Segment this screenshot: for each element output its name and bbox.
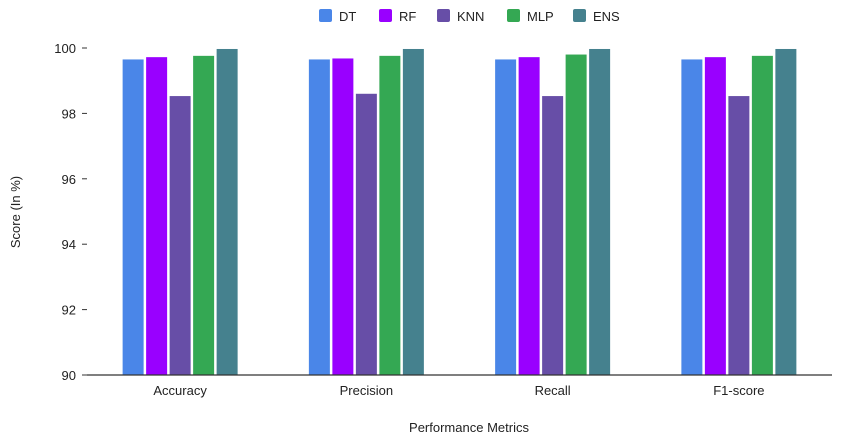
bar-knn-accuracy xyxy=(169,96,191,375)
bar-mlp-recall xyxy=(565,54,587,375)
bar-ens-f1-score xyxy=(775,48,797,376)
legend-swatch-mlp xyxy=(507,9,520,22)
legend-label-dt: DT xyxy=(339,9,356,24)
x-tick-label: Recall xyxy=(535,383,571,398)
bar-dt-precision xyxy=(308,59,330,375)
bar-knn-recall xyxy=(542,96,564,375)
bar-ens-recall xyxy=(589,48,611,376)
x-tick-label: Accuracy xyxy=(153,383,207,398)
legend-label-knn: KNN xyxy=(457,9,484,24)
bar-rf-recall xyxy=(518,57,540,375)
legend-swatch-dt xyxy=(319,9,332,22)
x-tick-label: F1-score xyxy=(713,383,764,398)
bars xyxy=(122,48,797,376)
bar-rf-accuracy xyxy=(146,57,168,375)
bar-mlp-accuracy xyxy=(193,55,215,376)
bar-ens-accuracy xyxy=(216,48,238,376)
legend: DT RF KNN MLP ENS xyxy=(319,9,620,24)
x-axis-title: Performance Metrics xyxy=(409,420,529,434)
bar-rf-f1-score xyxy=(704,57,726,375)
legend-swatch-knn xyxy=(437,9,450,22)
bar-knn-f1-score xyxy=(728,96,750,375)
legend-swatch-rf xyxy=(379,9,392,22)
legend-label-rf: RF xyxy=(399,9,416,24)
y-axis: 90 92 94 96 98 100 xyxy=(54,41,87,383)
legend-label-ens: ENS xyxy=(593,9,620,24)
legend-label-mlp: MLP xyxy=(527,9,554,24)
x-tick-label: Precision xyxy=(340,383,393,398)
bar-ens-precision xyxy=(402,48,424,376)
y-tick-label: 90 xyxy=(62,368,76,383)
y-tick-label: 92 xyxy=(62,303,76,318)
x-axis: Accuracy Precision Recall F1-score xyxy=(87,374,832,398)
legend-swatch-ens xyxy=(573,9,586,22)
y-tick-label: 98 xyxy=(62,106,76,121)
y-tick-label: 100 xyxy=(54,41,76,56)
y-tick-label: 96 xyxy=(62,172,76,187)
bar-rf-precision xyxy=(332,58,354,376)
bar-dt-f1-score xyxy=(681,59,703,375)
bar-mlp-precision xyxy=(379,55,401,376)
bar-dt-accuracy xyxy=(122,59,144,375)
y-tick-label: 94 xyxy=(62,237,76,252)
bar-knn-precision xyxy=(355,93,377,375)
y-axis-title: Score (In %) xyxy=(8,176,23,248)
bar-mlp-f1-score xyxy=(751,55,773,376)
bar-dt-recall xyxy=(495,59,517,375)
